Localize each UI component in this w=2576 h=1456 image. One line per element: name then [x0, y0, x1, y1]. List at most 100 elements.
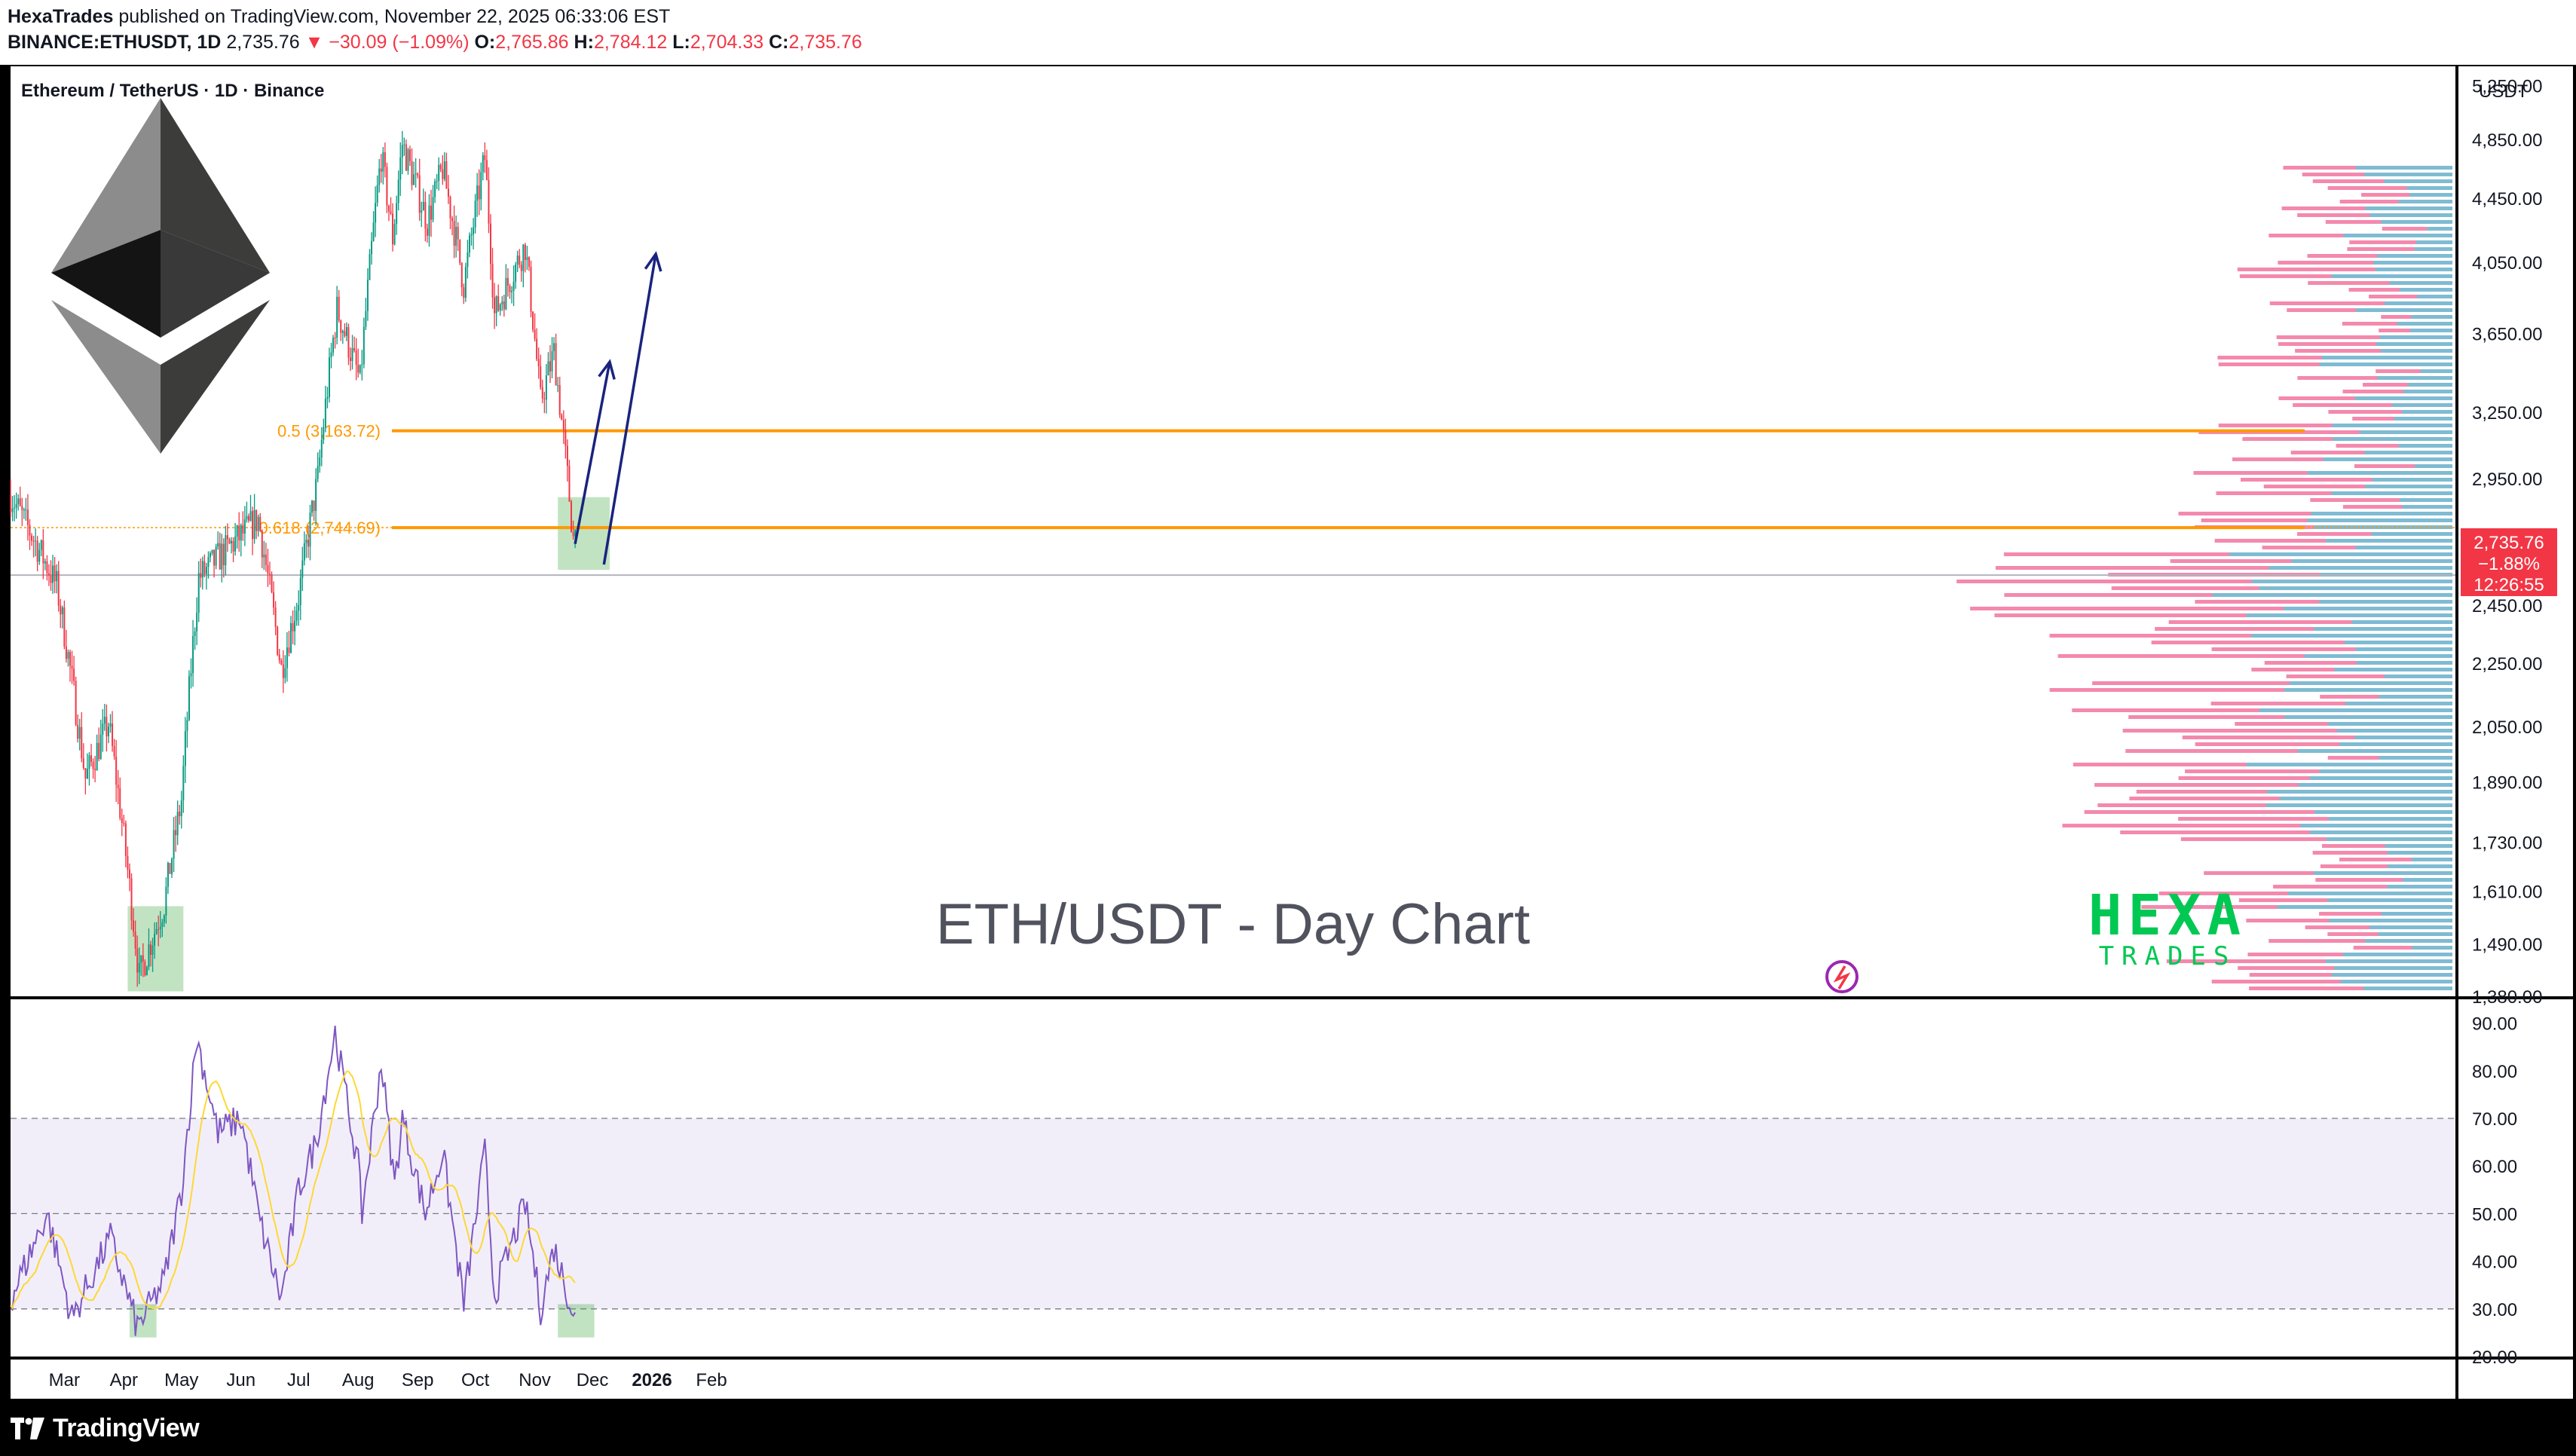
- candle-body: [107, 726, 109, 736]
- symbol-label[interactable]: BINANCE:ETHUSDT, 1D: [8, 32, 222, 53]
- volume-bar: [2241, 478, 2452, 482]
- volume-bar: [2178, 817, 2452, 821]
- high-label: H:: [574, 32, 594, 53]
- axis-corner: [2458, 1360, 2573, 1399]
- volume-bar-inner: [2411, 315, 2452, 319]
- volume-bar: [2195, 742, 2452, 746]
- support-zone: [127, 906, 184, 992]
- rsi-axis[interactable]: [2458, 999, 2573, 1357]
- candle-body: [128, 869, 130, 879]
- volume-bar-inner: [2279, 797, 2452, 800]
- candle-body: [17, 498, 20, 504]
- candle-body: [380, 168, 382, 172]
- volume-bar-inner: [2298, 749, 2452, 753]
- candle-body: [442, 169, 444, 179]
- tradingview-logo[interactable]: TradingView: [11, 1414, 200, 1443]
- volume-bar-inner: [2387, 885, 2452, 889]
- rsi-band-fill: [11, 1118, 2455, 1309]
- candle-body: [133, 920, 135, 932]
- volume-bar-inner: [2332, 424, 2452, 427]
- volume-bar-inner: [2334, 668, 2452, 671]
- chart-canvas[interactable]: 0.5 (3,163.72) 0.618 (2,744.69) Ethereum …: [0, 65, 2576, 1400]
- time-tick-label: Jul: [287, 1370, 311, 1390]
- volume-bar-inner: [2291, 559, 2452, 563]
- candle-body: [474, 200, 476, 228]
- candle-body: [366, 280, 369, 311]
- volume-bar-inner: [2384, 179, 2452, 183]
- candle-body: [42, 540, 44, 564]
- candle-body: [225, 535, 227, 566]
- volume-bar: [2339, 200, 2452, 203]
- candle-body: [464, 267, 467, 298]
- volume-bar-inner: [2333, 437, 2452, 441]
- candle-body: [169, 863, 171, 874]
- candle-body: [485, 160, 488, 181]
- candle-body: [155, 928, 158, 934]
- time-tick-label: May: [164, 1370, 198, 1390]
- time-tick-label: Apr: [110, 1370, 138, 1390]
- price-tick-label: 3,650.00: [2472, 324, 2542, 344]
- price-pane[interactable]: [11, 66, 2455, 996]
- candle-body: [411, 161, 413, 185]
- candle-body: [247, 515, 249, 521]
- time-tick-label: Dec: [577, 1370, 609, 1390]
- volume-bar-inner: [2259, 586, 2452, 590]
- volume-bar: [2166, 959, 2452, 963]
- volume-bar: [2269, 939, 2452, 943]
- volume-bar-inner: [2369, 925, 2452, 929]
- candle-body: [463, 287, 465, 298]
- publisher-name[interactable]: HexaTrades: [8, 6, 114, 27]
- candle-body: [566, 445, 568, 466]
- candle-body: [26, 509, 29, 525]
- volume-bar-inner: [2397, 322, 2452, 326]
- chart-legend[interactable]: Ethereum / TetherUS · 1D · Binance: [21, 81, 324, 101]
- candle-body: [294, 620, 296, 632]
- time-axis[interactable]: [11, 1360, 2455, 1399]
- candle-body: [151, 945, 154, 956]
- candle-body: [209, 553, 211, 558]
- volume-bar-inner: [2359, 430, 2452, 434]
- candle-body: [511, 290, 513, 292]
- candle-body: [564, 430, 567, 446]
- candle-body: [369, 254, 371, 280]
- candle-body: [497, 296, 500, 311]
- candle-body: [190, 673, 192, 677]
- volume-bar-inner: [2340, 980, 2452, 983]
- volume-bar: [2293, 403, 2452, 407]
- volume-bar: [2151, 641, 2452, 644]
- candle-body: [207, 557, 210, 567]
- candle-body: [10, 494, 11, 512]
- candle-body: [103, 717, 106, 724]
- candle-body: [439, 164, 442, 170]
- lightning-icon[interactable]: [1825, 960, 1859, 993]
- candle-body: [319, 457, 321, 466]
- candle-body: [351, 347, 353, 361]
- candle-body: [231, 540, 233, 544]
- ethereum-logo-icon: [51, 98, 270, 454]
- volume-bar-inner: [2314, 810, 2452, 814]
- candle-body: [14, 507, 16, 509]
- candle-body: [338, 296, 340, 321]
- candle-body: [524, 244, 526, 261]
- volume-bar: [2049, 688, 2452, 692]
- time-tick-label: Aug: [342, 1370, 375, 1390]
- candle-body: [159, 926, 161, 930]
- candle-body: [491, 264, 494, 298]
- candle-body: [263, 554, 265, 558]
- candle-body: [417, 173, 419, 176]
- last-price-badge[interactable]: 2,735.76 −1.88% 12:26:55: [2461, 528, 2557, 596]
- candle-body: [23, 509, 25, 511]
- volume-bar-inner: [2387, 851, 2452, 855]
- candle-body: [488, 180, 490, 224]
- candle-body: [282, 664, 284, 678]
- candle-body: [109, 723, 112, 727]
- candle-body: [102, 723, 104, 735]
- volume-bar-inner: [2331, 973, 2452, 977]
- candle-body: [29, 525, 31, 536]
- volume-bar: [2092, 681, 2452, 685]
- candle-body: [537, 359, 540, 367]
- projection-arrowhead: [644, 251, 662, 272]
- candle-body: [449, 196, 451, 219]
- volume-bar: [2273, 885, 2452, 889]
- candle-body: [112, 723, 114, 746]
